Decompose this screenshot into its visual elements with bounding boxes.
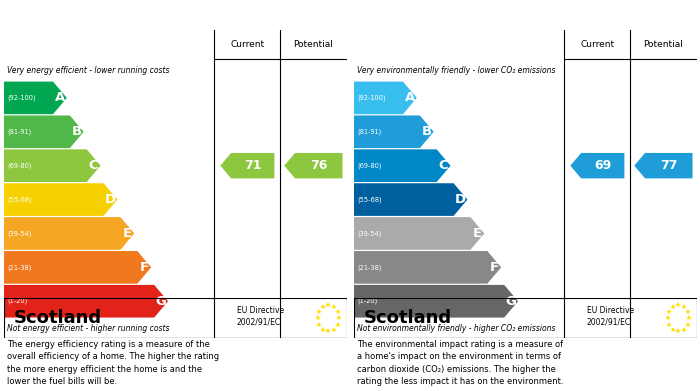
Polygon shape <box>4 251 151 284</box>
Text: (69-80): (69-80) <box>358 162 382 169</box>
Text: (1-20): (1-20) <box>358 298 378 305</box>
Text: F: F <box>490 261 499 274</box>
Text: Not environmentally friendly - higher CO₂ emissions: Not environmentally friendly - higher CO… <box>357 324 555 333</box>
Text: (39-54): (39-54) <box>8 230 32 237</box>
Text: Very environmentally friendly - lower CO₂ emissions: Very environmentally friendly - lower CO… <box>357 66 555 75</box>
Text: (55-68): (55-68) <box>358 196 382 203</box>
Text: G: G <box>505 295 517 308</box>
Text: Scotland: Scotland <box>14 309 102 327</box>
Text: The environmental impact rating is a measure of
a home's impact on the environme: The environmental impact rating is a mea… <box>357 340 564 386</box>
Text: B: B <box>421 125 432 138</box>
Text: B: B <box>71 125 82 138</box>
Text: Energy Efficiency Rating: Energy Efficiency Rating <box>8 9 171 23</box>
Polygon shape <box>570 153 624 178</box>
Polygon shape <box>220 153 274 178</box>
Polygon shape <box>4 149 101 182</box>
Text: Current: Current <box>230 40 265 49</box>
Text: 77: 77 <box>660 159 678 172</box>
Polygon shape <box>354 183 468 216</box>
Polygon shape <box>4 285 168 317</box>
Polygon shape <box>354 82 416 114</box>
Text: E: E <box>473 227 482 240</box>
Text: 69: 69 <box>594 159 611 172</box>
Text: (21-38): (21-38) <box>358 264 382 271</box>
Polygon shape <box>284 153 342 178</box>
Polygon shape <box>4 217 134 250</box>
Text: (55-68): (55-68) <box>8 196 32 203</box>
Text: (1-20): (1-20) <box>8 298 28 305</box>
Text: (39-54): (39-54) <box>358 230 382 237</box>
Text: (92-100): (92-100) <box>8 95 36 101</box>
Text: (69-80): (69-80) <box>8 162 32 169</box>
Text: Very energy efficient - lower running costs: Very energy efficient - lower running co… <box>7 66 169 75</box>
Polygon shape <box>4 82 66 114</box>
Text: F: F <box>140 261 149 274</box>
Text: Potential: Potential <box>293 40 333 49</box>
Text: EU Directive
2002/91/EC: EU Directive 2002/91/EC <box>237 306 284 326</box>
Polygon shape <box>4 183 118 216</box>
Text: D: D <box>105 193 116 206</box>
Text: A: A <box>55 91 65 104</box>
Text: E: E <box>122 227 132 240</box>
Polygon shape <box>354 149 451 182</box>
Text: Not energy efficient - higher running costs: Not energy efficient - higher running co… <box>7 324 169 333</box>
Text: EU Directive
2002/91/EC: EU Directive 2002/91/EC <box>587 306 634 326</box>
Text: (21-38): (21-38) <box>8 264 32 271</box>
Text: (92-100): (92-100) <box>358 95 386 101</box>
Text: A: A <box>405 91 415 104</box>
Text: G: G <box>155 295 167 308</box>
Text: Scotland: Scotland <box>364 309 452 327</box>
Polygon shape <box>634 153 692 178</box>
Text: C: C <box>89 159 99 172</box>
Text: 71: 71 <box>244 159 262 172</box>
Text: (81-91): (81-91) <box>358 129 382 135</box>
Polygon shape <box>354 115 434 148</box>
Text: Current: Current <box>580 40 615 49</box>
Text: The energy efficiency rating is a measure of the
overall efficiency of a home. T: The energy efficiency rating is a measur… <box>7 340 219 386</box>
Text: D: D <box>455 193 466 206</box>
Text: (81-91): (81-91) <box>8 129 32 135</box>
Text: Potential: Potential <box>643 40 683 49</box>
Text: Environmental Impact (CO₂) Rating: Environmental Impact (CO₂) Rating <box>358 9 591 23</box>
Polygon shape <box>4 115 84 148</box>
Polygon shape <box>354 217 484 250</box>
Polygon shape <box>354 285 518 317</box>
Polygon shape <box>354 251 501 284</box>
Text: 76: 76 <box>310 159 328 172</box>
Text: C: C <box>439 159 449 172</box>
